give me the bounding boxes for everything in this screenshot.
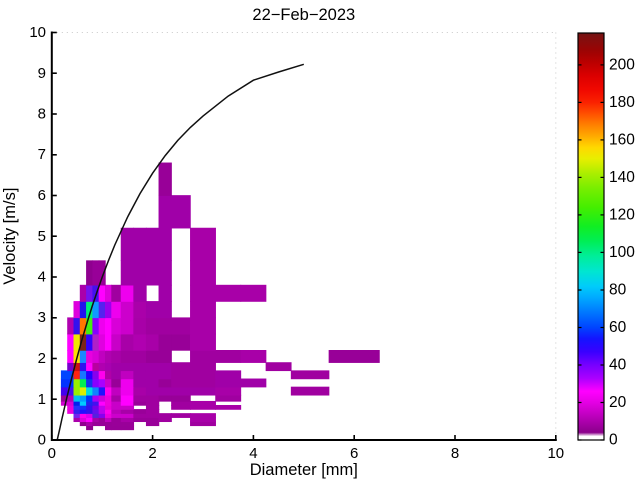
svg-text:7: 7	[38, 146, 46, 163]
svg-text:140: 140	[609, 169, 635, 186]
svg-text:Velocity [m/s]: Velocity [m/s]	[1, 188, 19, 285]
svg-text:5: 5	[38, 228, 46, 245]
svg-text:0: 0	[48, 445, 56, 462]
svg-text:4: 4	[249, 445, 257, 462]
svg-text:3: 3	[38, 309, 46, 326]
svg-text:2: 2	[38, 350, 46, 367]
svg-text:6: 6	[350, 445, 358, 462]
svg-text:10: 10	[547, 445, 564, 462]
svg-text:40: 40	[609, 357, 627, 374]
svg-text:200: 200	[609, 56, 635, 73]
svg-text:0: 0	[609, 432, 618, 449]
svg-text:0: 0	[38, 432, 46, 449]
svg-text:1: 1	[38, 391, 46, 408]
svg-text:80: 80	[609, 282, 627, 299]
svg-text:4: 4	[38, 269, 46, 286]
svg-text:2: 2	[148, 445, 156, 462]
svg-text:180: 180	[609, 94, 635, 111]
svg-text:60: 60	[609, 319, 627, 336]
svg-text:6: 6	[38, 187, 46, 204]
svg-text:9: 9	[38, 65, 46, 82]
svg-text:8: 8	[451, 445, 459, 462]
svg-text:22−Feb−2023: 22−Feb−2023	[252, 6, 355, 24]
svg-text:100: 100	[609, 244, 635, 261]
svg-text:120: 120	[609, 206, 635, 223]
svg-text:20: 20	[609, 394, 627, 411]
svg-text:160: 160	[609, 131, 635, 148]
svg-text:10: 10	[29, 24, 46, 41]
svg-text:8: 8	[38, 106, 46, 123]
svg-text:Diameter [mm]: Diameter [mm]	[250, 461, 358, 479]
